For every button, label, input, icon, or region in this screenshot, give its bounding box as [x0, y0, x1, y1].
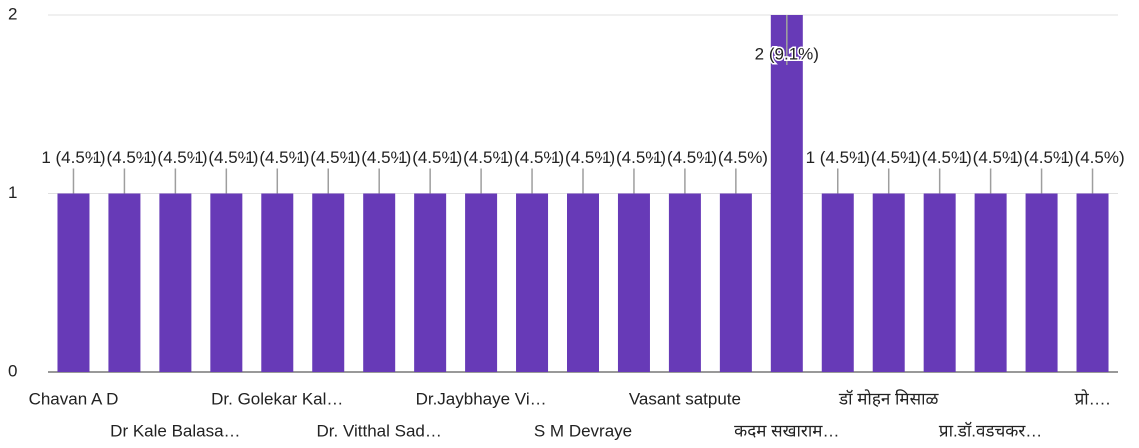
bar: [617, 193, 650, 372]
x-tick-label: S M Devraye: [534, 421, 632, 440]
data-label: 1 (4.5%): [1009, 148, 1073, 167]
x-tick-label: Dr.Jaybhaye Vi…: [416, 389, 547, 408]
data-label: 1 (4.5%): [857, 148, 921, 167]
bar: [770, 15, 803, 372]
bar: [567, 193, 599, 372]
y-tick-label: 1: [8, 183, 17, 202]
data-label: 1 (4.5%): [398, 148, 462, 167]
bar: [974, 193, 1007, 372]
y-tick-label: 2: [8, 4, 17, 23]
bar: [821, 193, 854, 372]
bar: [516, 193, 549, 372]
bar: [312, 193, 345, 372]
data-label: 1 (4.5%): [92, 148, 156, 167]
bar: [668, 193, 701, 372]
bar: [1076, 193, 1109, 372]
bar: [210, 193, 243, 372]
bar: [1025, 193, 1058, 372]
data-label: 1 (4.5%): [41, 148, 105, 167]
x-tick-label: कदम सखाराम…: [734, 421, 839, 440]
data-label: 1 (4.5%): [806, 148, 870, 167]
bar: [261, 193, 294, 372]
y-tick-label: 0: [8, 361, 17, 380]
bar: [363, 193, 396, 372]
x-tick-label: Dr Kale Balasa…: [110, 421, 240, 440]
bar: [57, 193, 90, 372]
data-label: 1 (4.5%): [602, 148, 666, 167]
data-label: 1 (4.5%): [296, 148, 360, 167]
data-label: 1 (4.5%): [449, 148, 513, 167]
data-label: 1 (4.5%): [908, 148, 972, 167]
data-label: 1 (4.5%): [143, 148, 207, 167]
data-label: 1 (4.5%): [500, 148, 564, 167]
bar: [159, 193, 192, 372]
bar: [872, 193, 905, 372]
x-tick-label: Dr. Vitthal Sad…: [317, 421, 442, 440]
bar: [108, 193, 141, 372]
x-tick-label: Chavan A D: [29, 389, 119, 408]
data-label: 1 (4.5%): [551, 148, 615, 167]
data-label: 1 (4.5%): [704, 148, 768, 167]
x-tick-label: Vasant satpute: [629, 389, 741, 408]
x-tick-label: डॉ मोहन मिसाळ: [838, 388, 939, 408]
data-label: 1 (4.5%): [245, 148, 309, 167]
bar: [923, 193, 956, 372]
data-label: 2 (9.1%): [755, 44, 819, 63]
data-label: 1 (4.5%): [1060, 148, 1124, 167]
data-label: 1 (4.5%): [653, 148, 717, 167]
bar: [719, 193, 752, 372]
x-tick-label: Dr. Golekar Kal…: [211, 389, 343, 408]
x-tick-label: प्रो….: [1075, 388, 1111, 408]
data-label: 1 (4.5%): [194, 148, 258, 167]
bar: [465, 193, 498, 372]
data-label: 1 (4.5%): [958, 148, 1022, 167]
bar: [414, 193, 447, 372]
data-label: 1 (4.5%): [347, 148, 411, 167]
x-tick-label: प्रा.डॉ.वडचकर…: [939, 421, 1042, 440]
